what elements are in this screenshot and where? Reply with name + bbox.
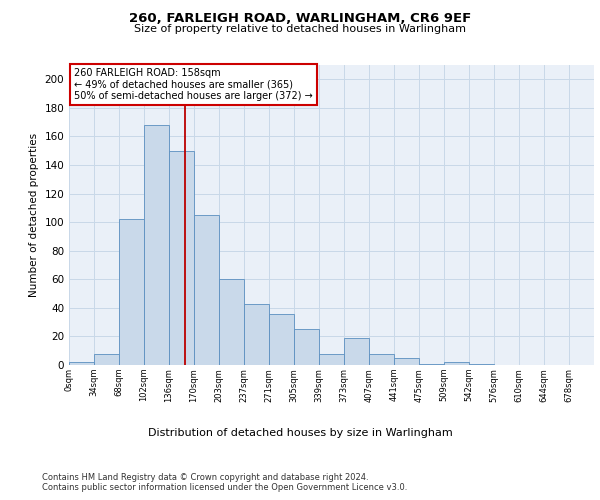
Text: 260 FARLEIGH ROAD: 158sqm
← 49% of detached houses are smaller (365)
50% of semi: 260 FARLEIGH ROAD: 158sqm ← 49% of detac… xyxy=(74,68,313,101)
Bar xyxy=(194,215,219,365)
Text: 260, FARLEIGH ROAD, WARLINGHAM, CR6 9EF: 260, FARLEIGH ROAD, WARLINGHAM, CR6 9EF xyxy=(129,12,471,26)
Bar xyxy=(269,314,294,365)
Bar xyxy=(169,150,194,365)
Bar xyxy=(219,280,244,365)
Bar xyxy=(319,354,344,365)
Text: Contains public sector information licensed under the Open Government Licence v3: Contains public sector information licen… xyxy=(42,482,407,492)
Y-axis label: Number of detached properties: Number of detached properties xyxy=(29,133,39,297)
Bar xyxy=(144,125,169,365)
Bar xyxy=(419,364,444,365)
Bar xyxy=(369,354,394,365)
Text: Distribution of detached houses by size in Warlingham: Distribution of detached houses by size … xyxy=(148,428,452,438)
Bar xyxy=(294,330,319,365)
Bar xyxy=(344,338,369,365)
Bar xyxy=(469,364,494,365)
Bar xyxy=(69,362,94,365)
Bar xyxy=(94,354,119,365)
Bar xyxy=(444,362,469,365)
Bar xyxy=(119,220,144,365)
Text: Contains HM Land Registry data © Crown copyright and database right 2024.: Contains HM Land Registry data © Crown c… xyxy=(42,472,368,482)
Text: Size of property relative to detached houses in Warlingham: Size of property relative to detached ho… xyxy=(134,24,466,34)
Bar xyxy=(394,358,419,365)
Bar xyxy=(244,304,269,365)
